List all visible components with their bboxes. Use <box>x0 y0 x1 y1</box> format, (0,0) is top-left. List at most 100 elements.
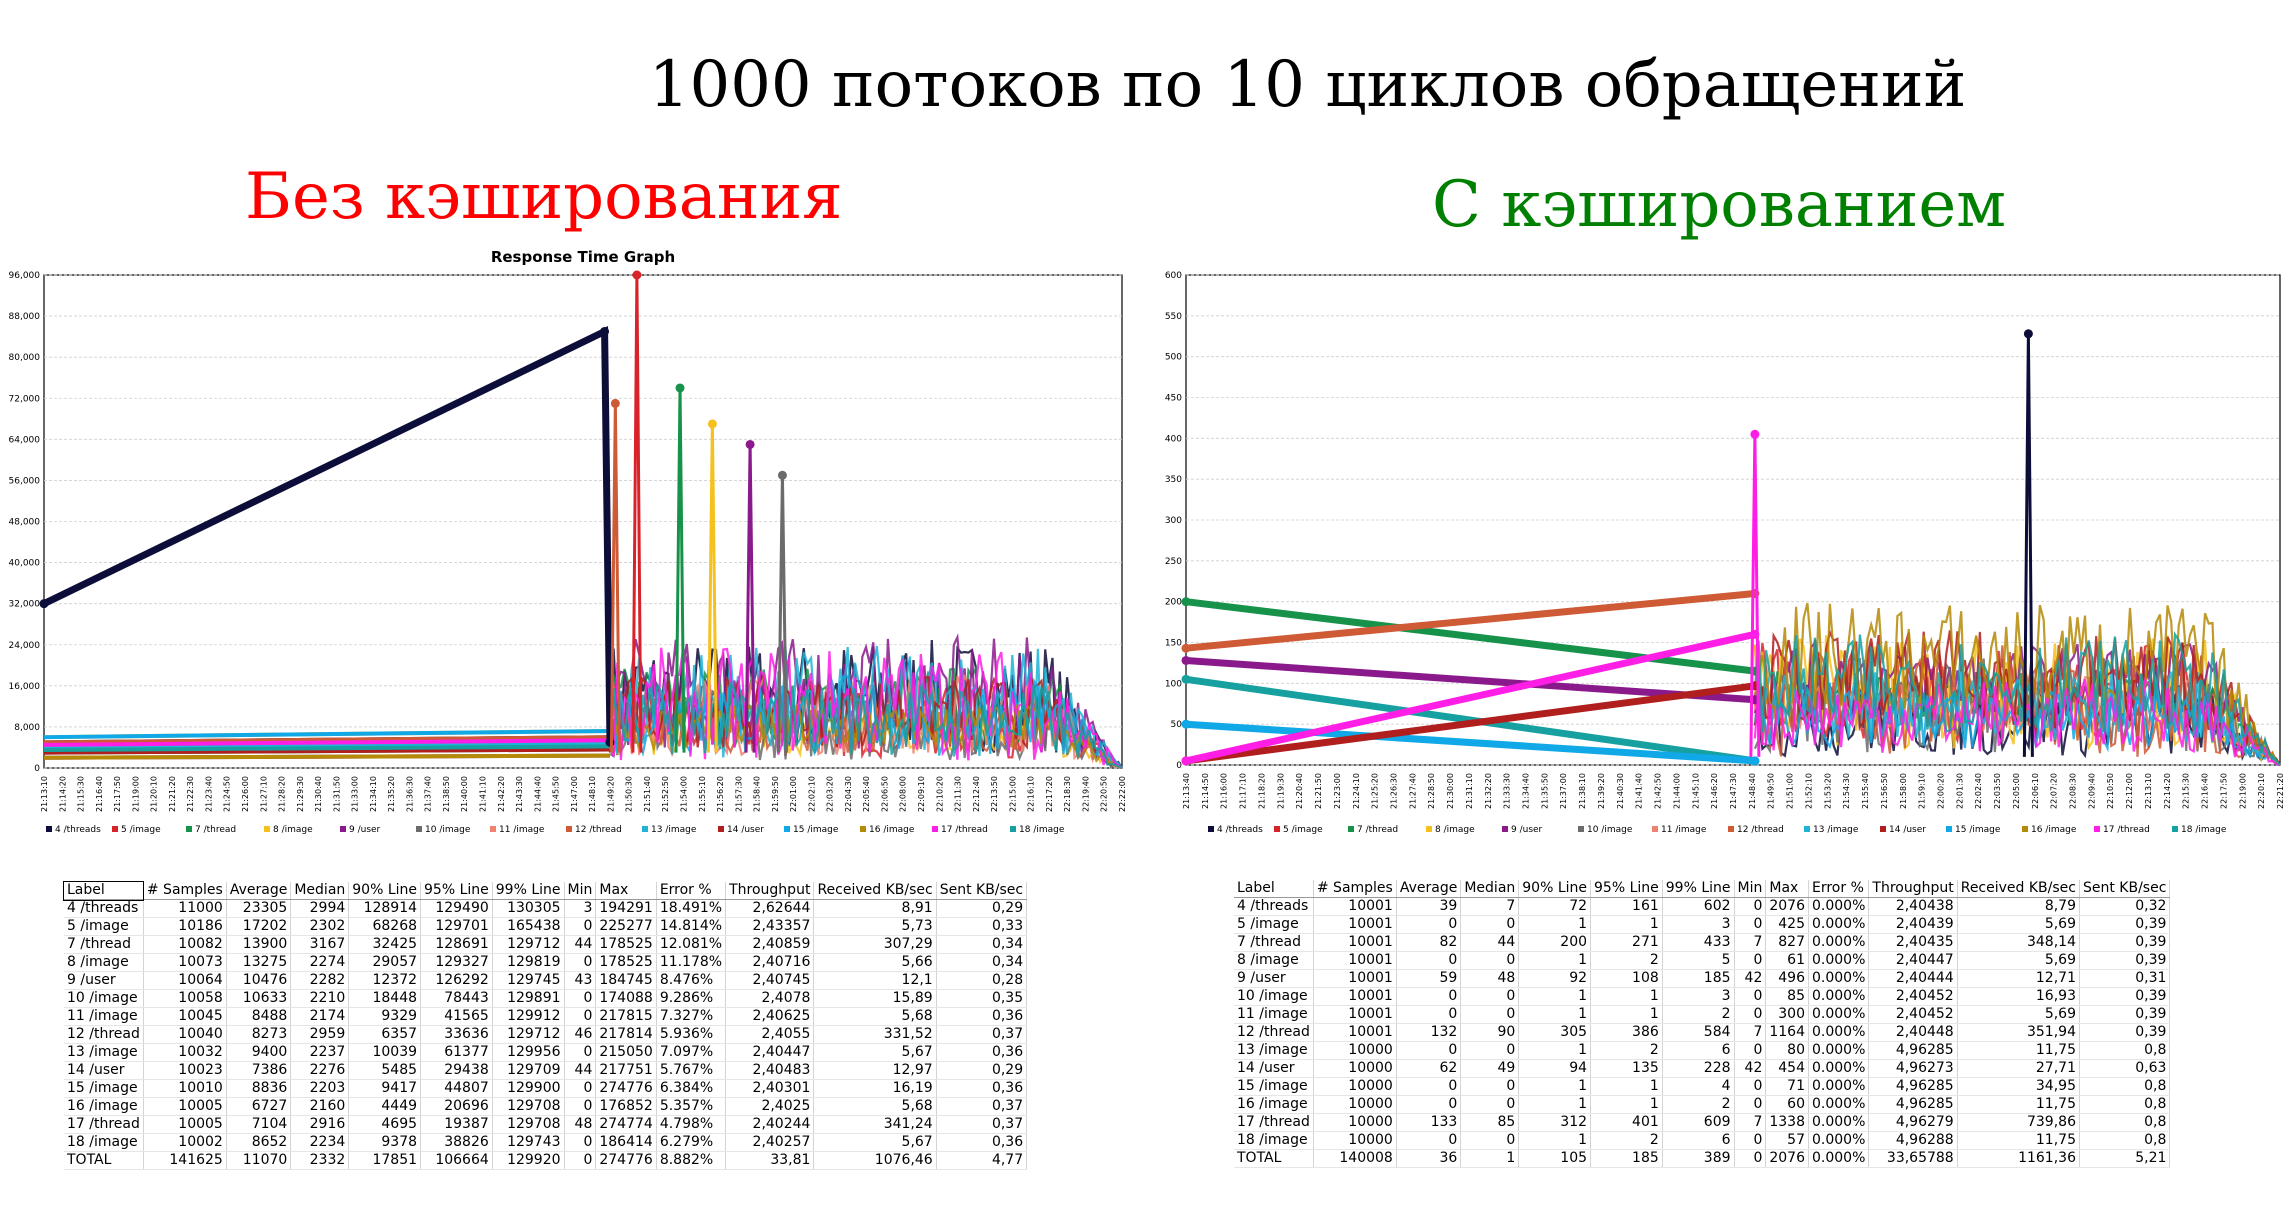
table-cell: 2,4025 <box>725 1097 815 1116</box>
legend-label: 9 /user <box>1511 825 1543 835</box>
table-cell: 0 <box>1734 1041 1767 1060</box>
table-cell: 11,75 <box>1957 1041 2080 1060</box>
y-tick-label: 56,000 <box>9 476 41 486</box>
x-tick-label: 21:59:50 <box>771 776 780 812</box>
x-tick-label: 21:58:00 <box>1899 773 1908 809</box>
column-header: Label <box>62 881 145 901</box>
table-cell: 186414 <box>595 1133 657 1152</box>
table-cell: 0.000% <box>1808 1131 1870 1150</box>
table-cell: 8652 <box>226 1133 292 1152</box>
table-cell: 0 <box>564 1151 597 1170</box>
table-cell: 14 /user <box>1234 1059 1314 1078</box>
x-tick-label: 21:32:20 <box>1484 773 1493 809</box>
legend-swatch <box>2094 826 2100 832</box>
x-tick-label: 21:42:50 <box>1654 773 1663 809</box>
right-heading: С кэшированием <box>1432 168 2006 242</box>
x-tick-label: 22:10:50 <box>2106 773 2115 809</box>
legend-label: 11 /image <box>1661 825 1707 835</box>
legend-label: 13 /image <box>1813 825 1859 835</box>
table-cell: 0 <box>1734 915 1767 934</box>
table-cell: 1 <box>1518 915 1592 934</box>
table-cell: 2,40447 <box>1868 951 1958 970</box>
legend-swatch <box>860 826 866 832</box>
x-tick-label: 21:46:20 <box>1710 773 1719 809</box>
table-cell: 18.491% <box>656 899 727 918</box>
table-cell: 4,96285 <box>1868 1077 1958 1096</box>
table-cell: 0.000% <box>1808 915 1870 934</box>
table-cell: 2,40448 <box>1868 1023 1958 1042</box>
table-cell: 43 <box>564 971 597 990</box>
table-cell: 1 <box>1518 1005 1592 1024</box>
table-cell: 176852 <box>595 1097 657 1116</box>
x-tick-label: 22:03:20 <box>826 776 835 812</box>
x-tick-label: 21:59:10 <box>1918 773 1927 809</box>
x-tick-label: 21:45:50 <box>552 776 561 812</box>
series-line <box>43 729 610 740</box>
table-cell: TOTAL <box>64 1151 144 1170</box>
y-tick-label: 50 <box>1171 720 1183 730</box>
x-tick-label: 22:13:50 <box>990 776 999 812</box>
table-cell: 12,1 <box>813 971 937 990</box>
table-cell: 4 <box>1662 1077 1735 1096</box>
table-row: 12 /thread 10001 132 90 305 386 584 7 1164 0.000%… <box>1234 1023 2171 1042</box>
table-cell: 5 <box>1662 951 1735 970</box>
table-cell: 16,93 <box>1957 987 2080 1006</box>
table-cell: 129490 <box>420 899 493 918</box>
table-cell: 49 <box>1460 1059 1520 1078</box>
x-tick-label: 21:25:20 <box>1371 773 1380 809</box>
table-cell: 0 <box>1396 915 1462 934</box>
table-cell: 10045 <box>143 1007 227 1026</box>
table-cell: 0.000% <box>1808 897 1870 916</box>
table-cell: 0 <box>564 1097 597 1116</box>
table-cell: 15 /image <box>64 1079 144 1098</box>
table-cell: 2,62644 <box>725 899 815 918</box>
column-header: Throughput <box>1868 880 1958 898</box>
table-cell: 2 <box>1662 1005 1735 1024</box>
table-cell: 17851 <box>348 1151 422 1170</box>
x-tick-label: 21:51:40 <box>643 776 652 812</box>
table-cell: 133 <box>1396 1113 1462 1132</box>
table-cell: 61377 <box>420 1043 493 1062</box>
legend-label: 8 /image <box>273 825 313 835</box>
table-cell: 129743 <box>492 1133 565 1152</box>
table-cell: 3 <box>1662 987 1735 1006</box>
table-cell: 82 <box>1396 933 1462 952</box>
column-header: Median <box>290 882 350 900</box>
table-cell: 0,39 <box>2079 933 2171 952</box>
table-cell: 0 <box>564 1079 597 1098</box>
table-cell: 609 <box>1662 1113 1735 1132</box>
table-cell: 129712 <box>492 1025 565 1044</box>
table-cell: 1 <box>1518 1041 1592 1060</box>
table-cell: 0 <box>564 1133 597 1152</box>
table-cell: 78443 <box>420 989 493 1008</box>
column-header: Sent KB/sec <box>2079 880 2171 898</box>
table-cell: 10001 <box>1313 915 1397 934</box>
column-header: # Samples <box>143 882 227 900</box>
response-time-chart-cache: 0 50 100 150 200 250 300 350 400 450 500 550 600 21:1… <box>1165 271 2285 835</box>
x-tick-label: 21:16:00 <box>1220 773 1229 809</box>
table-cell: 0.000% <box>1808 933 1870 952</box>
table-cell: 2 <box>1590 951 1663 970</box>
table-cell: 0,39 <box>2079 951 2171 970</box>
table-cell: 5,68 <box>813 1097 937 1116</box>
table-cell: 0 <box>1396 1041 1462 1060</box>
legend-swatch <box>1880 826 1886 832</box>
table-total-row: TOTAL 141625 11070 2332 17851 106664 129920 0 27… <box>64 1151 1028 1170</box>
table-cell: 13 /image <box>1234 1041 1314 1060</box>
x-tick-label: 22:19:00 <box>2238 773 2247 809</box>
table-cell: 6.279% <box>656 1133 727 1152</box>
table-cell: 496 <box>1765 969 1809 988</box>
x-tick-label: 21:55:40 <box>1861 773 1870 809</box>
y-tick-label: 40,000 <box>9 559 41 569</box>
table-cell: 0 <box>1460 951 1520 970</box>
table-cell: 4 /threads <box>1234 897 1314 916</box>
legend-label: 16 /image <box>2031 825 2077 835</box>
table-cell: 68268 <box>348 917 422 936</box>
table-cell: 1 <box>1590 1095 1663 1114</box>
x-tick-label: 22:15:00 <box>1008 776 1017 812</box>
x-tick-label: 21:35:50 <box>1540 773 1549 809</box>
table-cell: 13275 <box>226 953 292 972</box>
y-tick-label: 300 <box>1165 516 1182 526</box>
x-tick-label: 21:43:30 <box>515 776 524 812</box>
table-cell: 0 <box>564 1043 597 1062</box>
